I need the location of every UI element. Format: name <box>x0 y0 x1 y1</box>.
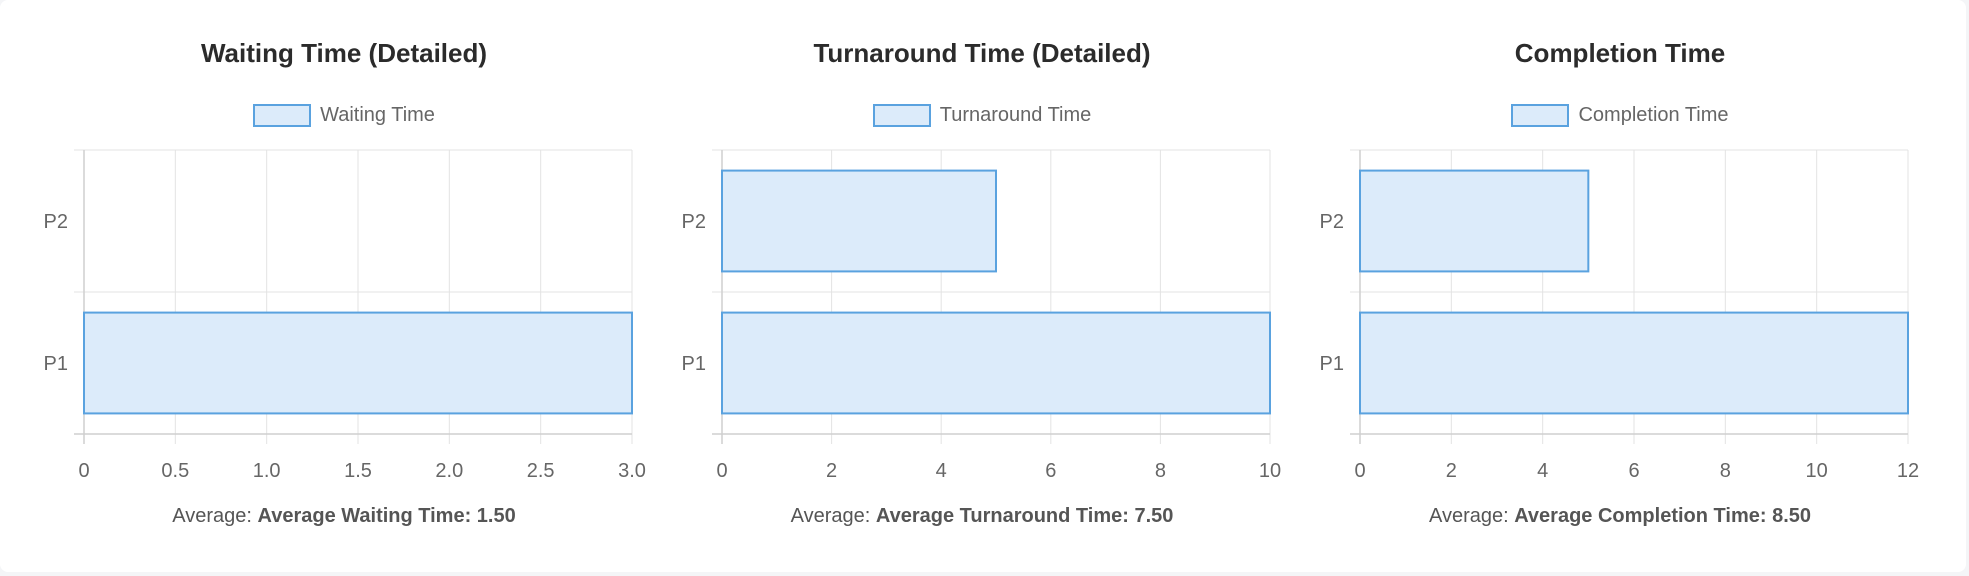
legend-label: Turnaround Time <box>939 104 1092 126</box>
x-tick-label: 2.0 <box>435 460 463 482</box>
x-tick-label: 1.0 <box>253 460 281 482</box>
average-prefix: Average: <box>790 505 871 527</box>
x-tick-label: 1.5 <box>344 460 372 482</box>
waiting-time-chart-panel: Waiting Time (Detailed) Waiting Time 0 0.… <box>24 0 664 572</box>
legend-label: Completion Time <box>1578 104 1729 126</box>
x-tick-label: 4 <box>936 460 947 482</box>
x-tick-label: 0 <box>78 460 89 482</box>
chart-legend[interactable]: Turnaround Time <box>662 104 1302 130</box>
x-tick-label: 8 <box>1720 460 1731 482</box>
turnaround-time-chart-panel: Turnaround Time (Detailed) Turnaround Ti… <box>662 0 1302 572</box>
average-prefix: Average: <box>1428 505 1509 527</box>
x-tick-label: 6 <box>1045 460 1056 482</box>
x-tick-label: 8 <box>1155 460 1166 482</box>
x-tick-label: 2 <box>826 460 837 482</box>
x-tick-label: 2.5 <box>527 460 555 482</box>
waiting-time-plot: 0 0.5 1.0 1.5 2.0 2.5 3.0 P2 P1 <box>44 149 646 482</box>
x-tick-label: 0.5 <box>161 460 189 482</box>
legend-label: Waiting Time <box>320 104 435 126</box>
legend-swatch <box>253 104 312 127</box>
turnaround-time-plot: 0 2 4 6 8 10 P2 P1 <box>682 149 1281 482</box>
average-value: Average Turnaround Time: 7.50 <box>875 505 1174 527</box>
y-tick-label: P2 <box>682 211 706 233</box>
x-tick-label: 0 <box>716 460 727 482</box>
x-tick-label: 4 <box>1537 460 1548 482</box>
x-tick-label: 0 <box>1354 460 1365 482</box>
average-value: Average Completion Time: 8.50 <box>1514 505 1811 527</box>
average-value: Average Waiting Time: 1.50 <box>257 505 516 527</box>
completion-time-plot: 0 2 4 6 8 10 12 P2 P1 <box>1320 149 1919 482</box>
chart-title: Completion Time <box>1514 38 1726 68</box>
x-tick-label: 10 <box>1806 460 1828 482</box>
completion-time-chart-panel: Completion Time Completion Time 0 2 4 6 8 10 1… <box>1300 0 1940 572</box>
x-tick-label: 10 <box>1259 460 1281 482</box>
chart-title: Waiting Time (Detailed) <box>200 38 488 68</box>
x-tick-label: 12 <box>1897 460 1919 482</box>
y-tick-label: P2 <box>1320 211 1344 233</box>
legend-swatch <box>872 104 931 127</box>
bar-p1 <box>1359 311 1909 415</box>
chart-legend[interactable]: Waiting Time <box>24 104 664 130</box>
bar-p2 <box>1359 169 1590 273</box>
x-tick-label: 6 <box>1628 460 1639 482</box>
y-tick-label: P1 <box>682 353 706 375</box>
average-summary: Average: Average Waiting Time: 1.50 <box>24 505 664 528</box>
x-tick-label: 3.0 <box>618 460 646 482</box>
y-tick-label: P1 <box>44 353 68 375</box>
bar-p1 <box>721 311 1271 415</box>
legend-swatch <box>1511 104 1570 127</box>
bar-p2 <box>721 169 997 273</box>
x-tick-label: 2 <box>1446 460 1457 482</box>
chart-legend[interactable]: Completion Time <box>1300 104 1940 130</box>
average-summary: Average: Average Turnaround Time: 7.50 <box>662 505 1302 528</box>
chart-title: Turnaround Time (Detailed) <box>813 38 1151 68</box>
y-tick-label: P2 <box>44 211 68 233</box>
y-tick-label: P1 <box>1320 353 1344 375</box>
average-prefix: Average: <box>172 505 252 527</box>
bar-p1 <box>83 311 633 415</box>
average-summary: Average: Average Completion Time: 8.50 <box>1300 505 1940 528</box>
